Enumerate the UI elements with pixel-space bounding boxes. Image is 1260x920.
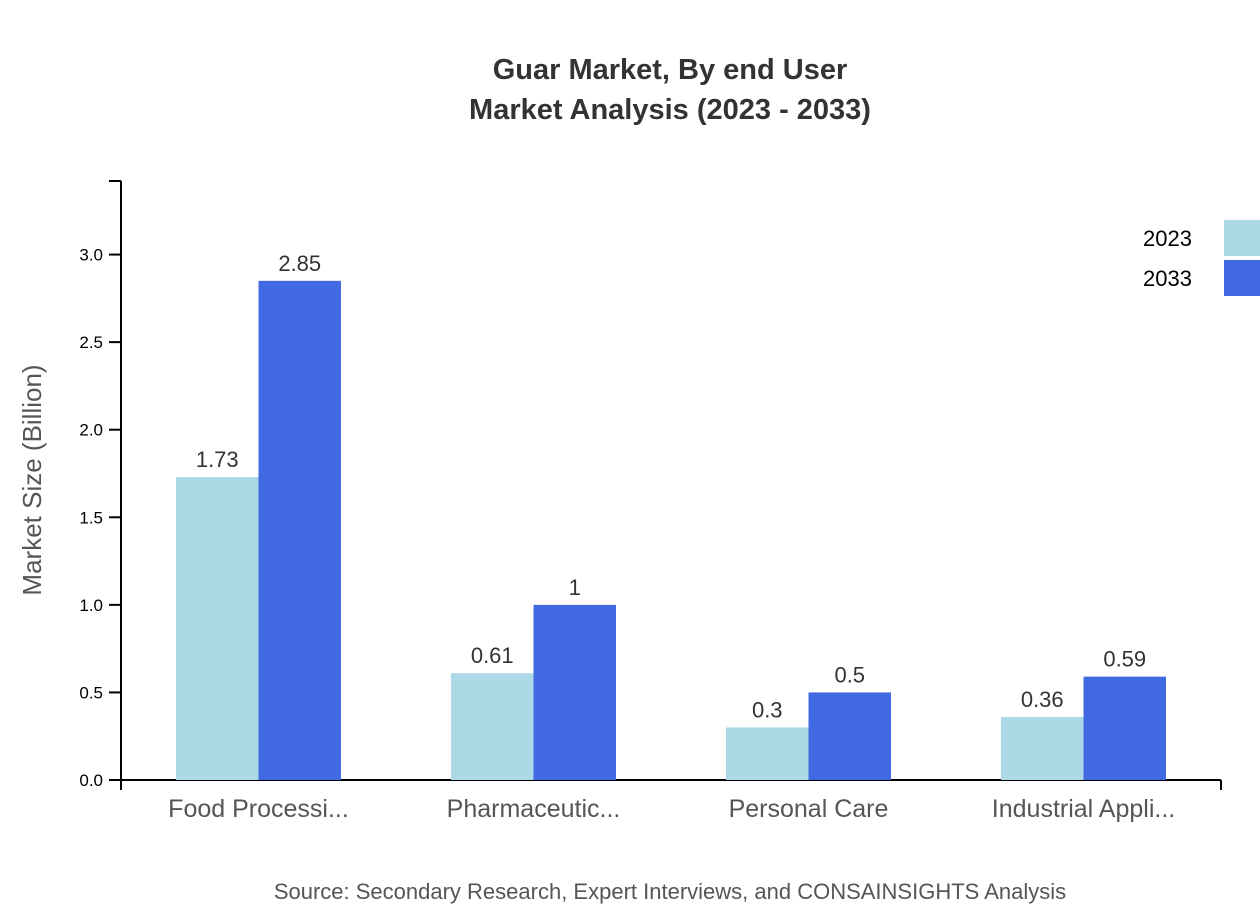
bar-2033: [258, 280, 341, 780]
bar-2033: [808, 692, 891, 780]
bar-2033: [1083, 676, 1166, 780]
legend-swatch-2033: [1224, 260, 1260, 296]
chart-title-line2: Market Analysis (2023 - 2033): [469, 94, 871, 126]
data-label: 1.73: [196, 447, 239, 472]
data-label: 2.85: [278, 251, 321, 276]
data-label: 0.36: [1021, 687, 1064, 712]
bar-2023: [451, 673, 534, 780]
legend-swatch-2023: [1224, 220, 1260, 256]
y-tick-label: 3.0: [79, 246, 103, 265]
data-label: 0.61: [471, 643, 514, 668]
chart-title-line1: Guar Market, By end User: [493, 54, 848, 86]
y-tick-label: 2.0: [79, 421, 103, 440]
y-tick-label: 1.0: [79, 596, 103, 615]
data-label: 0.59: [1103, 647, 1146, 672]
x-tick-label: Industrial Appli...: [992, 795, 1175, 823]
y-tick-label: 1.5: [79, 508, 103, 527]
bar-2023: [1001, 716, 1084, 780]
data-label: 0.5: [834, 662, 865, 687]
y-tick-label: 0.5: [79, 683, 103, 702]
bar-2023: [726, 727, 809, 780]
legend-label-2033: 2033: [1143, 266, 1192, 291]
y-tick-label: 2.5: [79, 333, 103, 352]
source-note: Source: Secondary Research, Expert Inter…: [274, 879, 1066, 904]
legend-label-2023: 2023: [1143, 226, 1192, 251]
bar-2023: [176, 476, 259, 780]
data-label: 1: [569, 575, 581, 600]
bar-2033: [533, 604, 616, 780]
x-tick-label: Personal Care: [729, 795, 889, 823]
y-axis-label: Market Size (Billion): [17, 364, 47, 595]
data-label: 0.3: [752, 697, 783, 722]
y-tick-label: 0.0: [79, 771, 103, 790]
x-tick-label: Food Processi...: [168, 795, 349, 823]
x-tick-label: Pharmaceutic...: [447, 795, 621, 823]
